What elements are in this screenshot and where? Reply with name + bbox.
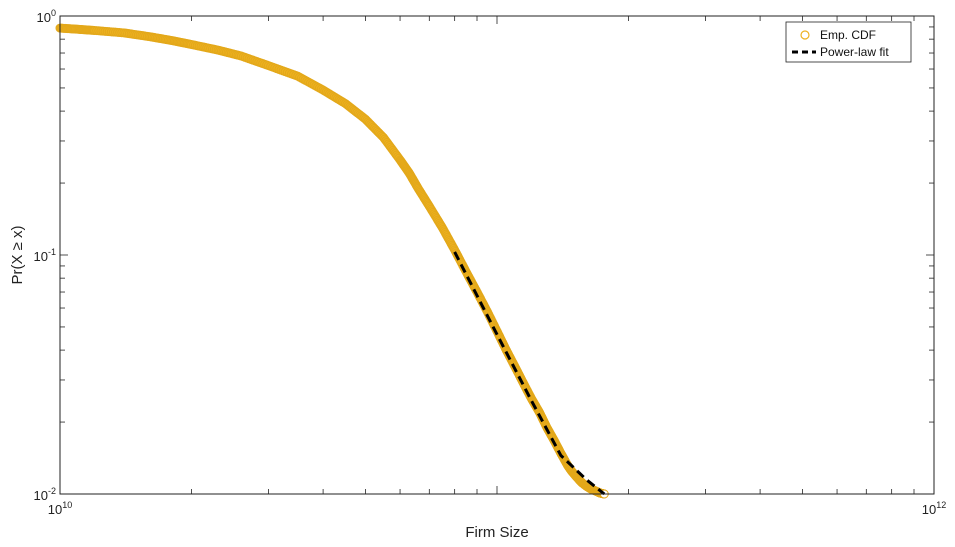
legend-marker-emp-cdf xyxy=(800,30,810,40)
plot-frame xyxy=(59,15,935,495)
plot-background xyxy=(60,16,934,494)
x-axis-label: Firm Size xyxy=(465,524,528,541)
y-tick-label: 100 xyxy=(37,8,56,25)
x-tick-label: 1012 xyxy=(922,500,946,517)
legend-box xyxy=(785,21,912,63)
legend: Emp. CDF Power-law fit xyxy=(785,21,912,63)
y-axis-label: Pr(X ≥ x) xyxy=(9,225,26,284)
legend-label-emp-cdf: Emp. CDF xyxy=(820,28,876,42)
data-layer xyxy=(55,23,609,499)
legend-label-power-law: Power-law fit xyxy=(820,45,889,59)
tick-labels: 1010 1012 100 10-1 10-2 xyxy=(34,8,947,517)
power-law-fit-line xyxy=(453,251,606,496)
x-tick-label: 1010 xyxy=(48,500,72,517)
y-tick-label: 10-1 xyxy=(34,247,56,264)
y-tick-label: 10-2 xyxy=(34,486,56,503)
